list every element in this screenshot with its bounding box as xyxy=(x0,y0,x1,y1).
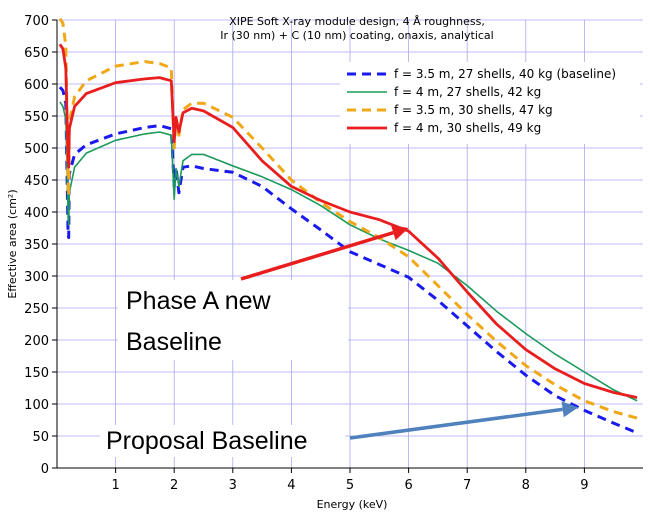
series-line-4 xyxy=(58,43,638,399)
x-tick-label: 8 xyxy=(522,478,530,493)
chart-title-line-2: Ir (30 nm) + C (10 nm) coating, onaxis, … xyxy=(220,29,493,42)
y-tick-label: 100 xyxy=(24,398,49,413)
x-tick-label: 9 xyxy=(580,478,588,493)
chart-title-line-1: XIPE Soft X-ray module design, 4 Å rough… xyxy=(229,15,485,28)
x-tick-label: 6 xyxy=(404,478,412,493)
x-tick-label: 4 xyxy=(287,478,295,493)
y-tick-label: 250 xyxy=(24,302,49,317)
legend-label-series-2: f = 4 m, 27 shells, 42 kg xyxy=(394,85,541,99)
series-layer xyxy=(58,17,638,435)
y-tick-label: 200 xyxy=(24,334,49,349)
y-tick-label: 50 xyxy=(32,430,49,445)
y-tick-label: 700 xyxy=(24,14,49,29)
legend: f = 3.5 m, 27 shells, 40 kg (baseline) f… xyxy=(340,62,640,144)
annotation-box-proposal xyxy=(100,425,345,457)
arrow-proposal xyxy=(349,407,563,440)
x-tick-label: 5 xyxy=(346,478,354,493)
series-line-2 xyxy=(59,101,638,402)
y-tick-label: 400 xyxy=(24,206,49,221)
legend-label-series-3: f = 3.5 m, 30 shells, 47 kg xyxy=(394,103,553,117)
annotation-phase-a-line-1: Phase A new xyxy=(126,287,272,315)
y-tick-label: 150 xyxy=(24,366,49,381)
y-tick-label: 650 xyxy=(24,46,49,61)
arrowhead-phase-a xyxy=(390,225,409,241)
y-tick-label: 500 xyxy=(24,142,49,157)
y-tick-label: 350 xyxy=(24,238,49,253)
series-line-1 xyxy=(58,86,638,435)
y-tick-label: 300 xyxy=(24,270,49,285)
annotation-box-phase-a xyxy=(118,280,348,360)
x-tick-label: 1 xyxy=(111,478,119,493)
legend-background xyxy=(340,62,640,144)
legend-label-series-1: f = 3.5 m, 27 shells, 40 kg (baseline) xyxy=(394,67,616,81)
arrow-phase-a xyxy=(240,230,394,281)
y-axis-title: Effective area (cm²) xyxy=(6,189,19,298)
x-axis-title: Energy (keV) xyxy=(317,498,388,511)
x-tick-label: 7 xyxy=(463,478,471,493)
annotation-proposal-text: Proposal Baseline xyxy=(106,427,308,455)
legend-label-series-4: f = 4 m, 30 shells, 49 kg xyxy=(394,121,541,135)
ticks: 1 2 3 4 5 6 7 8 9 0 50 100 150 200 250 300 350 400 450 500 5… xyxy=(24,14,588,493)
annotations: Phase A new Baseline Proposal Baseline xyxy=(100,225,579,457)
y-tick-label: 450 xyxy=(24,174,49,189)
y-tick-label: 550 xyxy=(24,110,49,125)
x-tick-label: 3 xyxy=(229,478,237,493)
annotation-phase-a-line-2: Baseline xyxy=(126,328,222,356)
series-line-3 xyxy=(58,17,638,420)
y-tick-label: 0 xyxy=(41,462,49,477)
x-tick-label: 2 xyxy=(170,478,178,493)
arrowhead-proposal xyxy=(561,401,579,418)
y-tick-label: 600 xyxy=(24,78,49,93)
